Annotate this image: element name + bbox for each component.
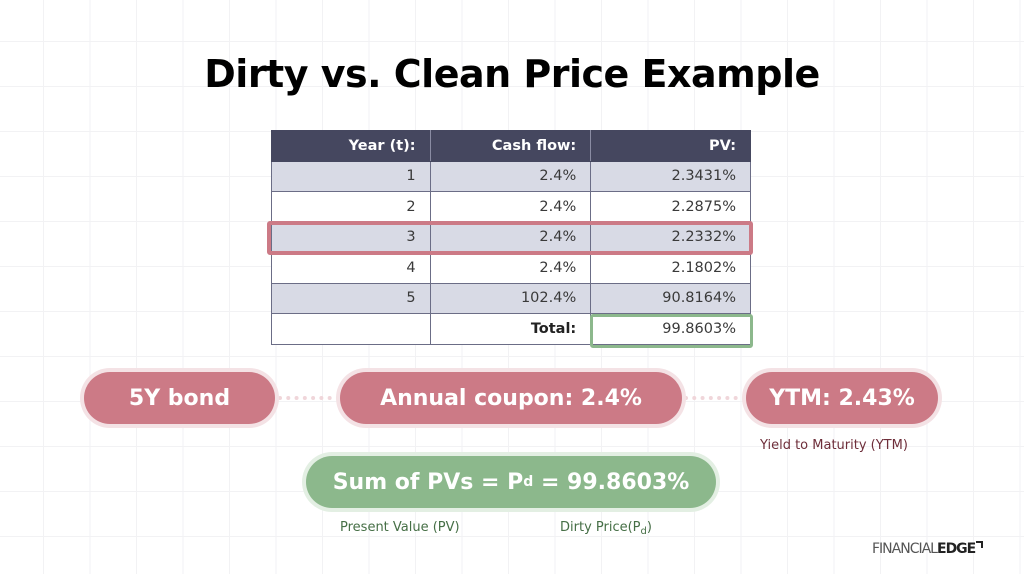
header-pv: PV: (590, 130, 751, 162)
financial-edge-logo: FINANCIAL EDGE (872, 541, 984, 557)
bond-pill-label: 5Y bond (128, 385, 231, 411)
bond-pill: 5Y bond (84, 372, 275, 424)
ytm-caption: Yield to Maturity (YTM) (760, 438, 908, 453)
cell-cash-flow: 2.4% (429, 252, 592, 284)
connector-coupon-ytm (684, 396, 746, 400)
pv-table: Year (t): Cash flow: PV: 1 2.4% 2.3431% … (271, 130, 751, 345)
cell-pv: 2.3431% (590, 160, 751, 192)
cell-pv: 2.2332% (590, 221, 751, 253)
cell-year: 3 (271, 221, 431, 253)
dirty-price-caption: Dirty Price(Pd) (560, 520, 652, 537)
table-row: 1 2.4% 2.3431% (271, 160, 751, 192)
coupon-pill: Annual coupon: 2.4% (340, 372, 682, 424)
logo-text-light: FINANCIAL (872, 541, 938, 557)
dirty-price-prefix: Dirty Price(P (560, 520, 641, 535)
cell-pv: 90.8164% (590, 282, 751, 314)
logo-text-bold: EDGE (937, 541, 976, 557)
cell-year: 2 (271, 191, 431, 223)
table-header-row: Year (t): Cash flow: PV: (271, 130, 751, 162)
sum-pv-subscript: d (523, 474, 534, 490)
logo-corner-icon (976, 541, 984, 548)
page-title: Dirty vs. Clean Price Example (204, 52, 820, 96)
cell-year: 1 (271, 160, 431, 192)
total-label: Total: (429, 313, 592, 345)
cell-pv: 2.1802% (590, 252, 751, 284)
sum-pv-suffix: = 99.8603% (533, 469, 690, 495)
cell-year: 4 (271, 252, 431, 284)
table-row: 3 2.4% 2.2332% (271, 221, 751, 253)
cell-empty (271, 313, 431, 345)
ytm-pill: YTM: 2.43% (746, 372, 938, 424)
connector-bond-coupon (278, 396, 340, 400)
cell-cash-flow: 102.4% (429, 282, 592, 314)
coupon-pill-label: Annual coupon: 2.4% (380, 385, 642, 411)
cell-year: 5 (271, 282, 431, 314)
table-total-row: Total: 99.8603% (271, 313, 751, 345)
sum-pv-prefix: Sum of PVs = P (332, 469, 524, 495)
total-value: 99.8603% (590, 313, 751, 345)
table-row: 5 102.4% 90.8164% (271, 282, 751, 314)
header-cash-flow: Cash flow: (429, 130, 592, 162)
ytm-pill-label: YTM: 2.43% (769, 385, 915, 411)
table-row: 2 2.4% 2.2875% (271, 191, 751, 223)
pv-caption: Present Value (PV) (340, 520, 460, 535)
dirty-price-subscript: d (640, 526, 647, 537)
cell-cash-flow: 2.4% (429, 160, 592, 192)
dirty-price-suffix: ) (646, 520, 652, 535)
cell-cash-flow: 2.4% (429, 221, 592, 253)
table-row: 4 2.4% 2.1802% (271, 252, 751, 284)
cell-pv: 2.2875% (590, 191, 751, 223)
cell-cash-flow: 2.4% (429, 191, 592, 223)
header-year: Year (t): (271, 130, 431, 162)
